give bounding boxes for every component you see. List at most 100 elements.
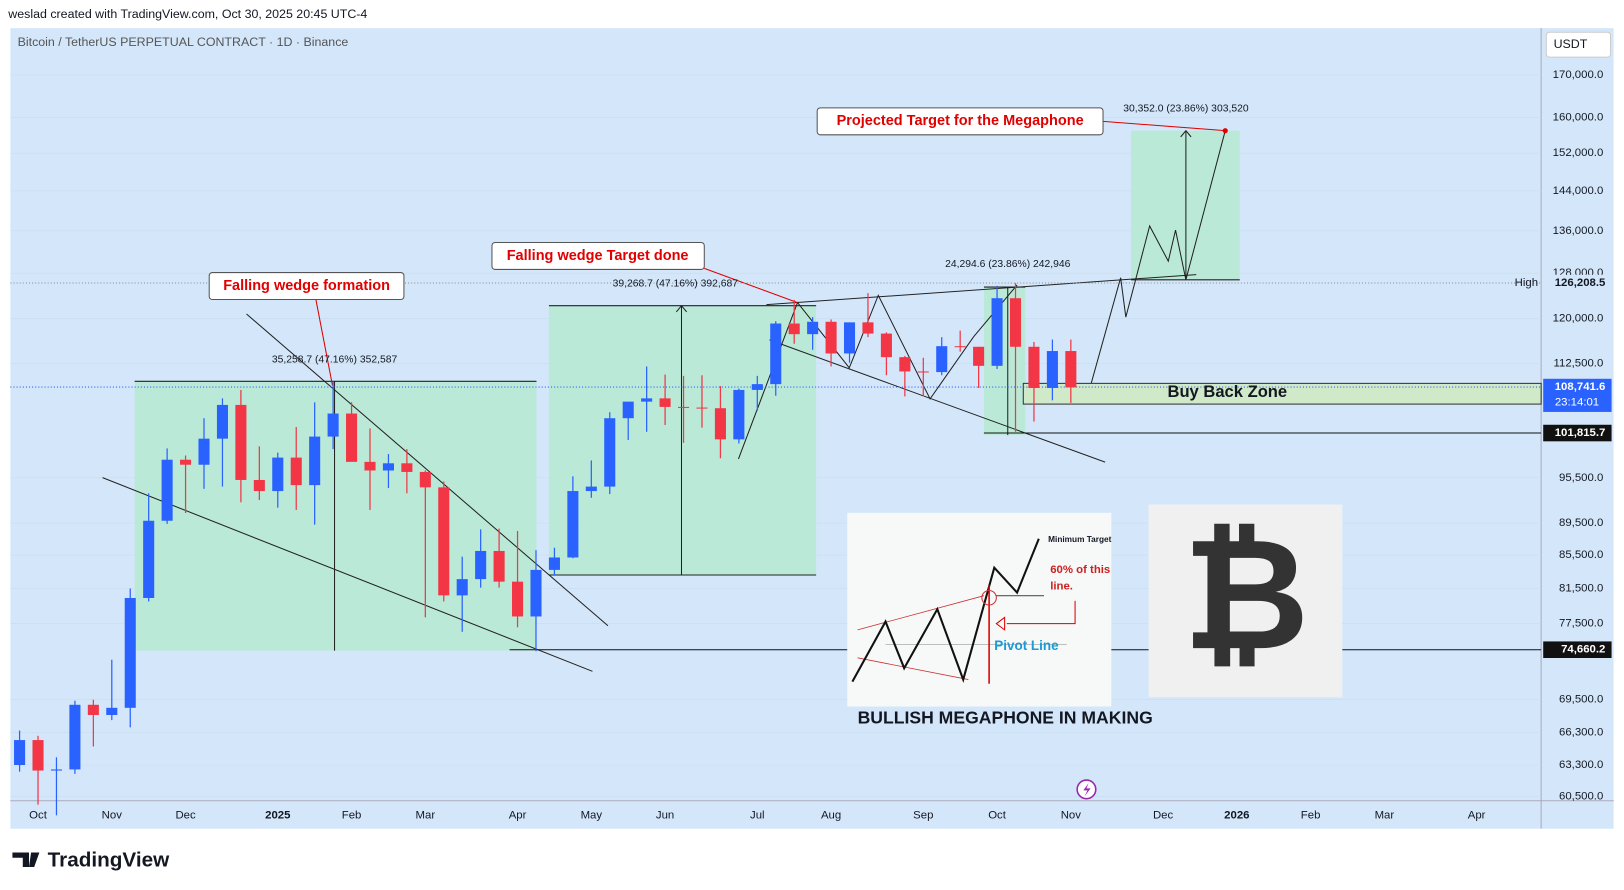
x-tick-label: May	[581, 809, 603, 821]
wedge-line	[102, 477, 593, 672]
candle-body	[401, 463, 413, 472]
symbol-title: Bitcoin / TetherUS PERPETUAL CONTRACT · …	[18, 35, 349, 49]
y-tick-label: 144,000.0	[1553, 185, 1604, 197]
candle-body	[807, 321, 819, 335]
buy-back-zone	[1022, 382, 1542, 405]
candle-body	[161, 459, 173, 521]
label-box	[816, 107, 1104, 136]
y-tick-label: 95,500.0	[1559, 472, 1603, 484]
candle-body	[714, 408, 726, 440]
price-tag-label: 101,815.7	[1555, 427, 1606, 439]
price-tag-label: 74,660.2	[1561, 644, 1605, 656]
event-icon-bolt	[1083, 783, 1091, 797]
y-tick-label: 160,000.0	[1553, 111, 1604, 123]
y-tick-label: 120,000.0	[1553, 312, 1604, 324]
inset-circle	[981, 590, 997, 606]
megaphone-title: BULLISH MEGAPHONE IN MAKING	[858, 708, 1153, 728]
attribution: weslad created with TradingView.com, Oct…	[7, 7, 367, 21]
candle-body	[364, 461, 376, 471]
candle-body	[180, 459, 192, 465]
y-tick-label: 152,000.0	[1553, 147, 1604, 159]
label-box	[208, 272, 405, 300]
candle-body	[493, 550, 505, 582]
candle-body	[585, 486, 597, 492]
inset-line	[857, 657, 969, 680]
candle-body	[696, 407, 708, 409]
y-tick-label: 136,000.0	[1553, 225, 1604, 237]
x-tick-label: Nov	[102, 809, 123, 821]
candle-body	[659, 398, 671, 407]
measure-text: 24,294.6 (23.86%) 242,946	[945, 259, 1071, 270]
price-tag	[1543, 641, 1612, 658]
pointer	[1102, 120, 1226, 132]
y-tick-label: 66,300.0	[1559, 727, 1603, 739]
inset-text: Minimum Target	[1048, 535, 1111, 544]
x-tick-label: 2025	[265, 809, 291, 821]
candle-body	[641, 398, 653, 402]
x-tick-label: Oct	[988, 809, 1007, 821]
candle-body	[438, 487, 450, 596]
annotation: Projected Target for the Megaphone	[837, 113, 1084, 129]
candle-body	[548, 557, 560, 570]
candle-body	[770, 323, 782, 385]
measure-text: 39,268.7 (47.16%) 392,687	[613, 279, 739, 290]
y-tick-label: 69,500.0	[1559, 694, 1603, 706]
y-tick-label: 85,500.0	[1559, 549, 1603, 561]
candle-body	[69, 704, 81, 770]
brand-name: TradingView	[48, 848, 170, 871]
candle-body	[751, 384, 763, 390]
x-tick-label: Aug	[821, 809, 841, 821]
candles	[14, 283, 1077, 816]
price-tag-label: 108,741.6	[1555, 381, 1606, 393]
wedge-line	[246, 313, 609, 627]
candle-body	[419, 471, 431, 488]
candle-body	[899, 357, 911, 372]
y-tick-label: 112,500.0	[1554, 357, 1604, 369]
measure-text: 30,352.0 (23.86%) 303,520	[1123, 104, 1249, 115]
annotation: Falling wedge Target done	[507, 248, 689, 264]
x-tick-label: Dec	[1153, 809, 1174, 821]
pointer	[704, 267, 798, 304]
brand: TradingView	[12, 848, 170, 871]
candle-body	[290, 457, 302, 486]
candle-body	[235, 404, 247, 480]
pointer-dot	[1222, 128, 1228, 134]
inset-text: Pivot Line	[994, 638, 1059, 653]
price-tag-label: 126,208.5	[1555, 277, 1606, 289]
x-tick-label: 2026	[1224, 809, 1249, 821]
projection-path	[1084, 130, 1226, 405]
arrow-head	[675, 304, 688, 313]
price-tag	[1543, 424, 1612, 442]
candle-body	[456, 579, 468, 596]
inset-sketch	[851, 538, 1040, 683]
countdown: 23:14:01	[1555, 397, 1599, 409]
candle-body	[124, 597, 136, 708]
y-tick-label: 63,300.0	[1559, 759, 1603, 771]
candle-body	[622, 401, 634, 419]
x-tick-label: Jul	[750, 809, 765, 821]
candle-body	[1009, 298, 1022, 347]
candle-body	[143, 520, 155, 598]
candle-body	[936, 346, 948, 373]
megaphone-line	[769, 339, 1106, 463]
candle-body	[1065, 351, 1077, 388]
candle-body	[862, 322, 874, 334]
candle-body	[678, 406, 690, 408]
candle-body	[788, 323, 800, 335]
currency-button[interactable]	[1545, 31, 1612, 58]
inset-line	[857, 595, 985, 631]
candle-body	[733, 389, 745, 440]
logo-symbol: ₿	[1183, 507, 1310, 681]
candle-body	[917, 371, 929, 373]
level-tag: High	[1515, 277, 1538, 289]
x-tick-label: Oct	[29, 809, 48, 821]
arrow-head	[1180, 129, 1192, 138]
candle-body	[512, 581, 524, 617]
bitcoin-logo: ₿	[1148, 504, 1343, 698]
zone-label: Buy Back Zone	[1167, 382, 1287, 401]
candle-body	[954, 346, 966, 348]
y-tick-label: 81,500.0	[1559, 583, 1603, 595]
candle-body	[346, 413, 358, 462]
inset-arrow	[995, 600, 1076, 631]
